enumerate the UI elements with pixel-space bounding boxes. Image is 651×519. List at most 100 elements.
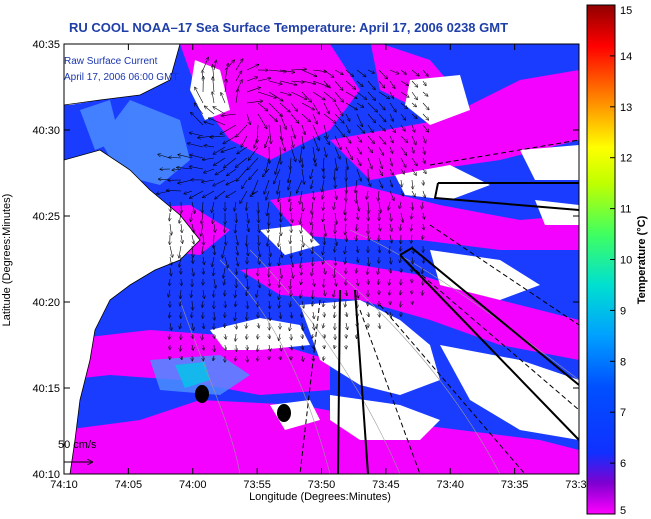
current-vector (378, 113, 386, 122)
current-vector (423, 212, 424, 219)
current-vector (203, 267, 204, 274)
current-vector (356, 223, 357, 231)
colorbar-tick-label: 12 (620, 153, 632, 165)
current-vector (300, 256, 302, 268)
current-vector (390, 234, 392, 243)
colorbar-tick-label: 15 (620, 5, 632, 17)
current-vector (203, 234, 204, 245)
current-vector (412, 201, 413, 210)
map-title: RU COOL NOAA–17 Sea Surface Temperature:… (69, 20, 509, 35)
current-vector (400, 91, 409, 97)
current-vector (389, 80, 395, 88)
current-vector (268, 80, 282, 84)
current-vector (222, 245, 226, 258)
current-vector (312, 333, 313, 338)
current-vector (389, 113, 393, 121)
current-vector (401, 179, 402, 187)
current-vector (202, 201, 203, 213)
y-tick-label: 40:25 (32, 211, 60, 223)
current-vector (290, 300, 291, 307)
current-vector (356, 168, 361, 181)
current-vector (411, 223, 412, 231)
current-vector (323, 135, 330, 144)
current-vector (400, 168, 404, 174)
current-vector (346, 234, 347, 241)
current-vector (379, 322, 380, 328)
current-vector (412, 256, 413, 264)
current-vector (323, 245, 324, 255)
current-vector (221, 114, 237, 116)
current-vector (297, 179, 303, 193)
current-vector (204, 106, 215, 115)
current-vector (323, 256, 324, 264)
x-tick-label: 73:30 (565, 479, 593, 491)
current-vector (411, 234, 412, 243)
current-vector (291, 311, 292, 318)
current-vector (400, 223, 401, 230)
current-vector (169, 311, 170, 318)
current-vector (346, 179, 347, 193)
current-vector (268, 91, 283, 101)
current-vector (178, 179, 193, 183)
current-vector (324, 333, 325, 338)
current-vector (302, 135, 304, 149)
current-vector (334, 201, 335, 210)
current-vector (280, 355, 281, 360)
current-vector (279, 333, 280, 340)
current-vector (179, 212, 181, 223)
current-vector (280, 146, 281, 164)
current-vector (324, 223, 326, 236)
current-vector (290, 81, 304, 82)
current-vector (264, 179, 270, 194)
current-vector (212, 92, 214, 104)
current-vector (311, 201, 313, 214)
current-vector (356, 113, 362, 127)
current-vector (224, 60, 234, 71)
current-vector (235, 333, 236, 341)
current-vector (192, 300, 193, 310)
current-vector (335, 234, 337, 245)
current-vector (400, 113, 406, 120)
current-vector (389, 289, 390, 295)
current-vector (411, 102, 416, 107)
current-vector (379, 201, 381, 213)
current-vector (378, 278, 379, 284)
current-vector (412, 179, 413, 189)
current-vector (258, 223, 259, 232)
x-tick-label: 73:50 (308, 479, 336, 491)
current-vector (388, 201, 390, 210)
current-vector (201, 212, 203, 224)
current-vector (235, 223, 236, 233)
current-vector (301, 91, 311, 102)
current-vector (279, 113, 286, 129)
current-vector (422, 135, 426, 143)
current-vector (258, 212, 259, 223)
colorbar-title: Temperature (°C) (636, 215, 648, 304)
current-vector (378, 124, 385, 131)
current-vector (323, 146, 326, 157)
current-vector (226, 190, 237, 197)
current-vector (334, 80, 343, 90)
current-vector (323, 91, 336, 101)
current-vector (246, 64, 259, 71)
current-vector (301, 267, 302, 275)
current-vector (237, 146, 248, 154)
current-vector (390, 256, 391, 264)
current-vector (213, 179, 226, 186)
current-vector (367, 267, 368, 274)
current-vector (288, 168, 292, 182)
current-vector (346, 157, 348, 169)
current-vector (323, 322, 324, 328)
current-vector (258, 278, 260, 288)
overlay-line2: April 17, 2006 06:00 GMT (64, 72, 179, 83)
colorbar-tick-label: 8 (620, 356, 626, 368)
current-vector (390, 223, 392, 231)
current-vector (268, 113, 277, 121)
current-vector (189, 133, 204, 137)
current-vector (268, 69, 286, 72)
current-vector (203, 256, 204, 264)
current-vector (422, 113, 428, 120)
current-vector (345, 223, 346, 235)
x-tick-label: 73:45 (372, 479, 400, 491)
current-vector (334, 102, 343, 116)
